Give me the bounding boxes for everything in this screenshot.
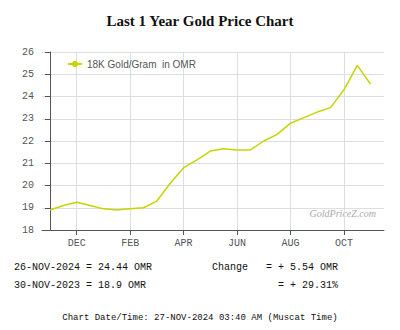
svg-text:Last 1 Year Gold Price Chart: Last 1 Year Gold Price Chart [106,13,293,29]
svg-text:JUN: JUN [228,238,246,249]
svg-text:Chart Date/Time: 27-NOV-2024 0: Chart Date/Time: 27-NOV-2024 03:40 AM (M… [62,313,337,323]
svg-text:18K Gold/Gram in OMR: 18K Gold/Gram in OMR [87,59,196,70]
svg-text:21: 21 [22,158,34,169]
svg-text:18: 18 [22,225,34,236]
svg-text:22: 22 [22,136,34,147]
svg-text:24: 24 [22,91,34,102]
svg-text:30-NOV-2023 = 18.9 OMR: 30-NOV-2023 = 18.9 OMR [14,280,146,291]
svg-text:26-NOV-2024 = 24.44 OMR: 26-NOV-2024 = 24.44 OMR [14,262,152,273]
svg-text:GoldPriceZ.com: GoldPriceZ.com [310,208,376,219]
svg-text:DEC: DEC [68,238,86,249]
svg-text:19: 19 [22,202,34,213]
svg-text:FEB: FEB [121,238,139,249]
svg-text:OCT: OCT [335,238,353,249]
svg-text:APR: APR [175,238,193,249]
svg-text:23: 23 [22,113,34,124]
svg-text:20: 20 [22,180,34,191]
svg-text:Change = + 5.54 OMR: Change = + 5.54 OMR [212,262,338,273]
svg-text:AUG: AUG [281,238,299,249]
svg-text:26: 26 [22,47,34,58]
svg-text:= + 29.31%: = + 29.31% [212,280,338,291]
svg-text:25: 25 [22,69,34,80]
